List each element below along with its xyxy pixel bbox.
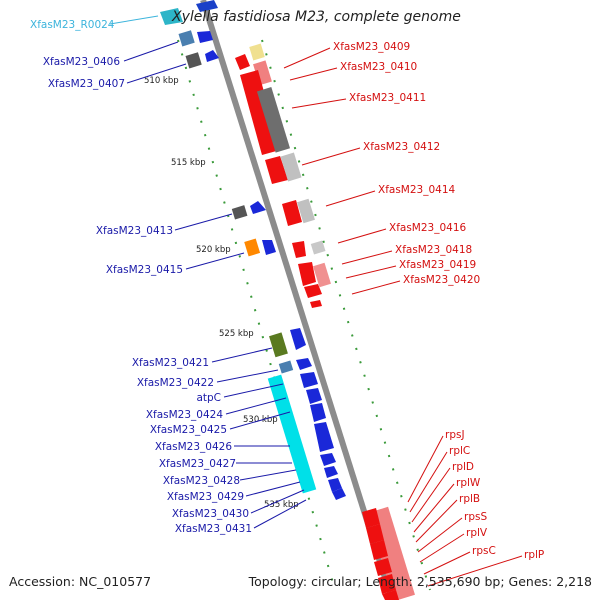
gene-0406b[interactable] — [197, 31, 213, 43]
gene-0422[interactable] — [278, 360, 294, 374]
gene-0429[interactable] — [324, 466, 338, 478]
label-xfasm23-0428[interactable]: XfasM23_0428 — [163, 475, 240, 487]
label-xfasm23-0421[interactable]: XfasM23_0421 — [132, 357, 209, 369]
label-rplc[interactable]: rplC — [449, 445, 470, 457]
genome-summary-text: Topology: circular; Length: 2,535,690 bp… — [248, 574, 592, 589]
gene-rplc[interactable] — [366, 524, 384, 544]
gene-0416[interactable] — [292, 241, 306, 258]
forward-label-group: XfasM23_0406 XfasM23_0407 XfasM23_0413 X… — [43, 56, 252, 535]
gene-0412-grey[interactable] — [280, 152, 302, 182]
gene-0407b[interactable] — [205, 50, 219, 62]
label-xfasm23-0409[interactable]: XfasM23_0409 — [333, 41, 410, 53]
label-xfasm23-0419[interactable]: XfasM23_0419 — [399, 259, 476, 271]
label-xfasm23-0415[interactable]: XfasM23_0415 — [106, 264, 183, 276]
label-xfasm23-0414[interactable]: XfasM23_0414 — [378, 184, 456, 196]
genome-backbone — [200, 0, 395, 600]
tick-535: 535 kbp — [264, 500, 299, 510]
gene-0418-pink[interactable] — [313, 262, 331, 288]
accession-text: Accession: NC_010577 — [9, 574, 152, 589]
gene-0418[interactable] — [298, 262, 316, 286]
label-xfasm23-0426[interactable]: XfasM23_0426 — [155, 441, 233, 453]
gene-rplw[interactable] — [374, 558, 392, 576]
label-rpss[interactable]: rpsS — [464, 511, 487, 523]
gene-0426[interactable] — [310, 403, 326, 422]
label-xfasm23-0418[interactable]: XfasM23_0418 — [395, 244, 472, 256]
gene-0409-arrow[interactable] — [235, 54, 250, 70]
tick-510: 510 kbp — [144, 76, 179, 86]
gene-0425[interactable] — [306, 388, 322, 404]
label-atpc[interactable]: atpC — [196, 392, 221, 404]
label-xfasm23-0422[interactable]: XfasM23_0422 — [137, 377, 214, 389]
label-xfasm23-0420[interactable]: XfasM23_0420 — [403, 274, 480, 286]
label-xfasm23-0412[interactable]: XfasM23_0412 — [363, 141, 440, 153]
label-xfasm23-0429[interactable]: XfasM23_0429 — [167, 491, 244, 503]
rna-feature — [160, 8, 183, 25]
gene-0416-grey[interactable] — [310, 240, 326, 255]
gene-0431[interactable] — [332, 488, 346, 500]
gene-0424[interactable] — [300, 372, 318, 388]
label-xfasm23-0424[interactable]: XfasM23_0424 — [146, 409, 224, 421]
label-xfasm23-0425[interactable]: XfasM23_0425 — [150, 424, 227, 436]
gene-0420[interactable] — [310, 300, 322, 308]
gene-0414-grey[interactable] — [297, 198, 315, 224]
tick-520: 520 kbp — [196, 245, 231, 255]
gene-0421b[interactable] — [290, 328, 306, 350]
gene-0406[interactable] — [178, 30, 195, 47]
map-title: Xylella fastidiosa M23, complete genome — [172, 9, 461, 25]
gene-0412[interactable] — [265, 156, 288, 184]
tick-525: 525 kbp — [219, 329, 254, 339]
label-rplv[interactable]: rplV — [466, 527, 488, 539]
gene-0409[interactable] — [249, 43, 265, 61]
label-xfasm23-0416[interactable]: XfasM23_0416 — [389, 222, 467, 234]
gene-rpsj[interactable] — [362, 508, 380, 528]
forward-genes — [178, 30, 346, 500]
gene-0415b[interactable] — [262, 240, 276, 255]
reverse-genes — [235, 43, 415, 600]
label-rplw[interactable]: rplW — [456, 477, 481, 489]
label-xfasm23-0413[interactable]: XfasM23_0413 — [96, 225, 173, 237]
label-xfasm23-0411[interactable]: XfasM23_0411 — [349, 92, 426, 104]
reverse-label-group: XfasM23_0409 XfasM23_0410 XfasM23_0411 X… — [333, 41, 544, 561]
tick-515: 515 kbp — [171, 158, 206, 168]
gene-0413[interactable] — [231, 205, 248, 220]
label-rpsj[interactable]: rpsJ — [445, 429, 465, 441]
label-rplp[interactable]: rplP — [524, 549, 544, 561]
label-xfasm23-0410[interactable]: XfasM23_0410 — [340, 61, 417, 73]
label-xfasm23-0406[interactable]: XfasM23_0406 — [43, 56, 121, 68]
gene-rpld[interactable] — [370, 540, 388, 560]
atpc-gene[interactable] — [267, 374, 317, 494]
guide-track-outer-left — [177, 39, 336, 591]
gene-rpss[interactable] — [382, 590, 399, 600]
label-xfasm23-0430[interactable]: XfasM23_0430 — [172, 508, 249, 520]
label-rna-r0024[interactable]: XfasM23_R0024 — [30, 19, 115, 31]
gene-0419[interactable] — [304, 284, 322, 298]
feature-partial-top — [196, 0, 218, 12]
label-xfasm23-0431[interactable]: XfasM23_0431 — [175, 523, 252, 535]
gene-0413b[interactable] — [250, 201, 266, 214]
gene-0415[interactable] — [244, 238, 261, 257]
label-rpld[interactable]: rplD — [452, 461, 474, 473]
label-rpsc[interactable]: rpsC — [472, 545, 496, 557]
gene-rplb[interactable] — [378, 574, 396, 594]
gene-0428[interactable] — [320, 453, 336, 466]
gene-0422b[interactable] — [296, 358, 312, 370]
gene-0421[interactable] — [269, 332, 288, 358]
leader-lines — [109, 15, 523, 587]
label-xfasm23-0427[interactable]: XfasM23_0427 — [159, 458, 236, 470]
gene-0411-grey[interactable] — [256, 87, 291, 153]
gene-0414[interactable] — [282, 200, 302, 226]
gene-0430[interactable] — [328, 478, 342, 492]
gene-0427[interactable] — [314, 422, 334, 452]
label-xfasm23-0407[interactable]: XfasM23_0407 — [48, 78, 125, 90]
gene-0407[interactable] — [185, 52, 202, 69]
label-rplb[interactable]: rplB — [459, 493, 480, 505]
